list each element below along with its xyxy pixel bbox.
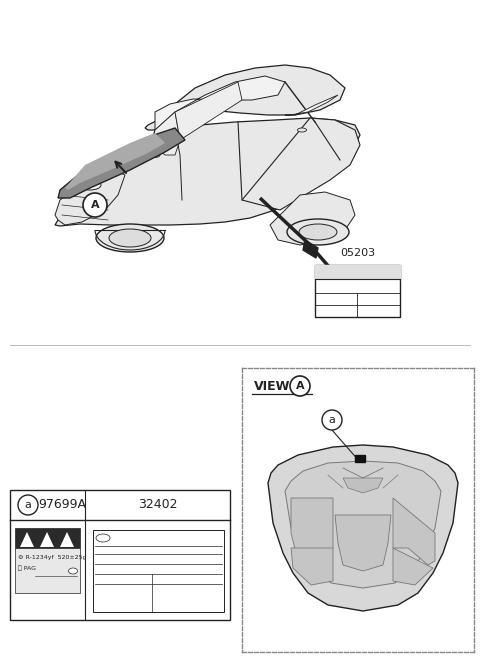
Polygon shape <box>60 532 74 547</box>
FancyBboxPatch shape <box>10 490 230 620</box>
Circle shape <box>83 193 107 217</box>
Text: ⚙ R-1234yf  520±25g: ⚙ R-1234yf 520±25g <box>18 554 86 560</box>
Polygon shape <box>40 532 54 547</box>
Circle shape <box>290 376 310 396</box>
Text: 🛢 PAG: 🛢 PAG <box>18 565 36 571</box>
Polygon shape <box>155 76 285 130</box>
Polygon shape <box>343 478 383 493</box>
Text: 05203: 05203 <box>340 248 375 258</box>
Ellipse shape <box>287 219 349 245</box>
Text: a: a <box>329 415 336 425</box>
Polygon shape <box>291 548 333 585</box>
Polygon shape <box>152 112 180 155</box>
Polygon shape <box>393 548 433 585</box>
Ellipse shape <box>150 152 160 157</box>
FancyBboxPatch shape <box>15 528 80 548</box>
Polygon shape <box>65 133 165 190</box>
Polygon shape <box>175 82 242 140</box>
Polygon shape <box>335 515 391 571</box>
Ellipse shape <box>96 224 164 252</box>
Text: A: A <box>91 200 99 210</box>
Polygon shape <box>355 455 365 462</box>
FancyBboxPatch shape <box>315 265 400 317</box>
Polygon shape <box>268 445 458 611</box>
FancyBboxPatch shape <box>15 548 80 593</box>
Circle shape <box>18 495 38 515</box>
Ellipse shape <box>299 224 337 240</box>
Polygon shape <box>315 265 400 279</box>
Polygon shape <box>285 95 338 115</box>
Polygon shape <box>55 118 360 226</box>
Text: a: a <box>24 500 31 510</box>
Polygon shape <box>291 498 333 565</box>
Polygon shape <box>270 192 355 245</box>
Polygon shape <box>393 498 435 565</box>
Polygon shape <box>242 118 360 210</box>
Ellipse shape <box>96 534 110 542</box>
Text: 32402: 32402 <box>138 499 177 512</box>
Ellipse shape <box>109 229 151 247</box>
Circle shape <box>322 410 342 430</box>
Ellipse shape <box>69 568 77 574</box>
Ellipse shape <box>298 128 307 132</box>
Polygon shape <box>303 240 318 258</box>
Text: A: A <box>296 381 304 391</box>
Text: VIEW: VIEW <box>254 380 290 392</box>
Polygon shape <box>55 168 125 225</box>
FancyBboxPatch shape <box>93 530 224 612</box>
Polygon shape <box>20 532 34 547</box>
Polygon shape <box>285 461 441 588</box>
Polygon shape <box>58 128 185 198</box>
Text: 97699A: 97699A <box>38 499 86 512</box>
Ellipse shape <box>79 180 101 190</box>
Polygon shape <box>145 65 345 130</box>
